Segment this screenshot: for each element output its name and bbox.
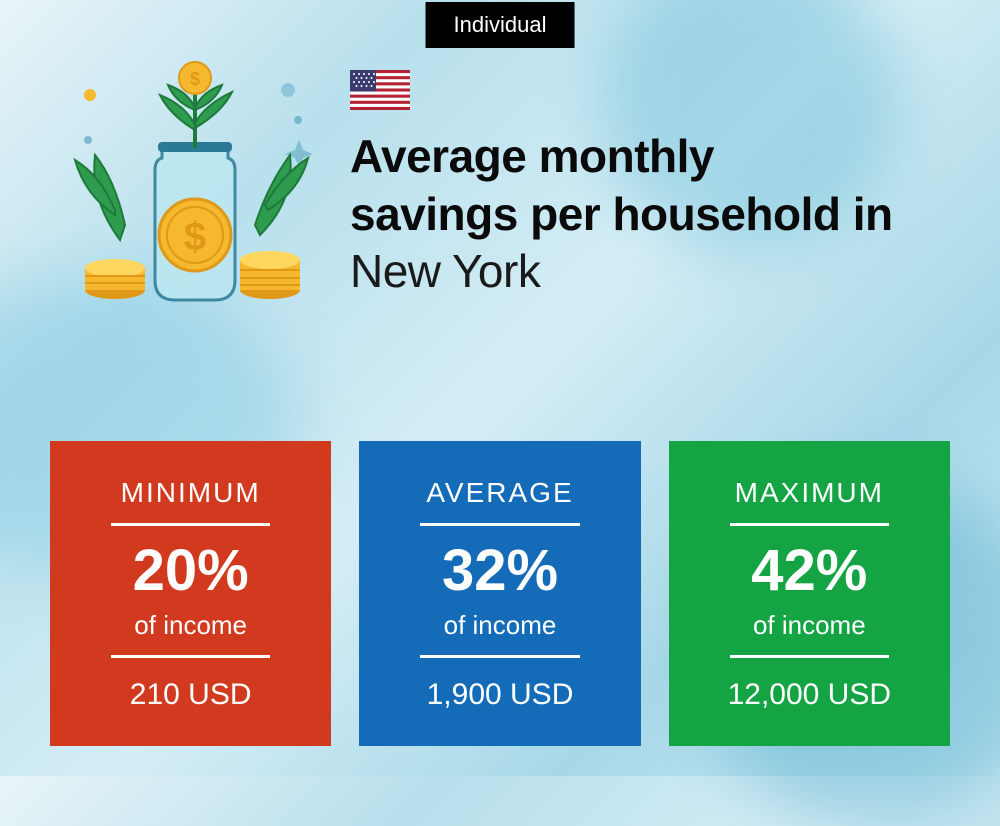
savings-jar-illustration: $ $ <box>60 60 320 320</box>
title-location: New York <box>350 245 540 297</box>
card-amount: 210 USD <box>130 678 252 712</box>
card-sub: of income <box>753 610 866 641</box>
stat-cards: MINIMUM 20% of income 210 USD AVERAGE 32… <box>50 441 950 746</box>
header-text: Average monthly savings per household in… <box>350 60 893 301</box>
divider <box>420 523 579 526</box>
card-maximum: MAXIMUM 42% of income 12,000 USD <box>669 441 950 746</box>
card-sub: of income <box>444 610 557 641</box>
title-line-2: savings per household in <box>350 188 893 240</box>
divider <box>111 523 270 526</box>
title-line-1: Average monthly <box>350 130 714 182</box>
card-amount: 12,000 USD <box>728 678 891 712</box>
divider <box>420 655 579 658</box>
card-sub: of income <box>134 610 247 641</box>
card-amount: 1,900 USD <box>427 678 574 712</box>
card-percent: 32% <box>442 542 558 600</box>
card-percent: 42% <box>751 542 867 600</box>
card-label: MAXIMUM <box>735 477 884 509</box>
category-badge: Individual <box>426 2 575 48</box>
hero-section: $ $ Average monthly savings <box>60 60 940 320</box>
divider <box>111 655 270 658</box>
divider <box>730 655 889 658</box>
card-minimum: MINIMUM 20% of income 210 USD <box>50 441 331 746</box>
card-percent: 20% <box>133 542 249 600</box>
svg-text:$: $ <box>184 215 206 259</box>
us-flag-icon <box>350 70 410 110</box>
page-title: Average monthly savings per household in… <box>350 128 893 301</box>
card-label: AVERAGE <box>426 477 573 509</box>
divider <box>730 523 889 526</box>
card-average: AVERAGE 32% of income 1,900 USD <box>359 441 640 746</box>
svg-text:$: $ <box>190 69 200 89</box>
card-label: MINIMUM <box>121 477 261 509</box>
